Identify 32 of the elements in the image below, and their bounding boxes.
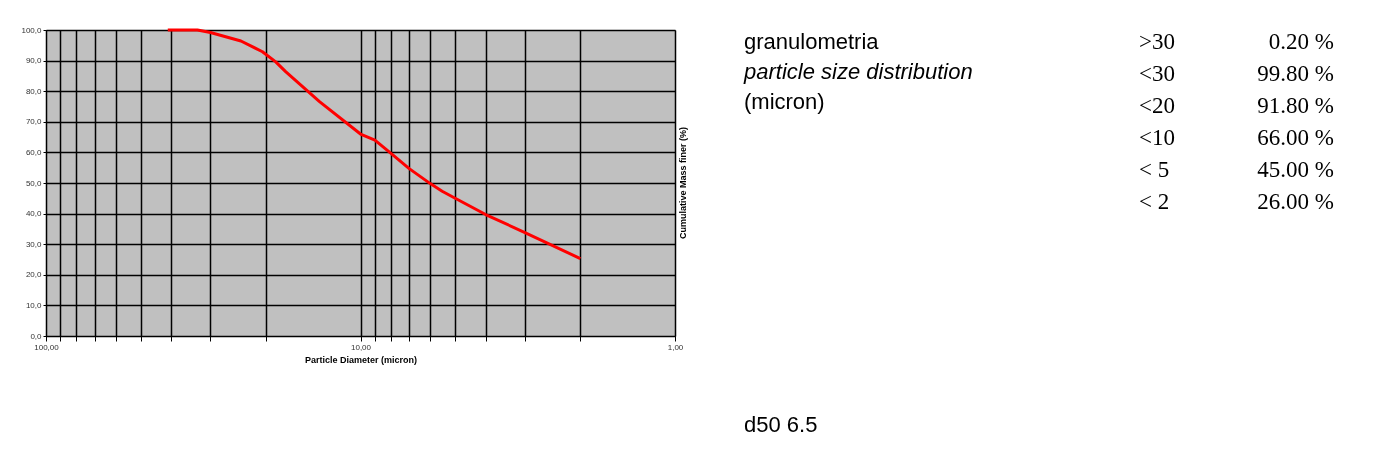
text: 45.00 %	[1257, 157, 1334, 182]
x-tick-label: 100,00	[34, 342, 60, 352]
y-tick-label: 10,0	[25, 300, 43, 310]
text: 66.00 %	[1257, 125, 1334, 150]
y-tick-label: 70,0	[25, 117, 43, 127]
text: < 5	[1139, 157, 1170, 182]
y-tick-label: 90,0	[25, 56, 43, 66]
y-tick-label: 30,0	[25, 239, 43, 249]
text: <10	[1139, 125, 1175, 150]
y-tick-label: 20,0	[25, 270, 43, 280]
text: granulometria	[744, 29, 880, 54]
text: 91.80 %	[1257, 93, 1334, 118]
y-tick-label: 40,0	[25, 209, 43, 219]
text: d50 6.5	[744, 412, 818, 437]
x-tick-label: 10,00	[350, 342, 372, 352]
text: >30	[1139, 29, 1175, 54]
y-tick-label: 100,0	[21, 25, 43, 35]
text: 0.20 %	[1268, 29, 1334, 54]
text: 99.80 %	[1257, 61, 1334, 86]
y-tick-label: 50,0	[25, 178, 43, 188]
text: <30	[1139, 61, 1175, 86]
text: <20	[1139, 93, 1175, 118]
text: < 2	[1139, 189, 1170, 214]
y-axis-title: Cumulative Mass finer (%)	[678, 126, 688, 240]
x-axis-title: Particle Diameter (micron)	[304, 354, 418, 365]
y-tick-label: 60,0	[25, 147, 43, 157]
x-tick-label: 1,00	[667, 342, 684, 352]
text: particle size distribution	[743, 59, 973, 84]
text: (micron)	[744, 89, 825, 114]
text: 26.00 %	[1257, 189, 1334, 214]
y-tick-label: 0,0	[30, 331, 43, 341]
y-tick-label: 80,0	[25, 86, 43, 96]
